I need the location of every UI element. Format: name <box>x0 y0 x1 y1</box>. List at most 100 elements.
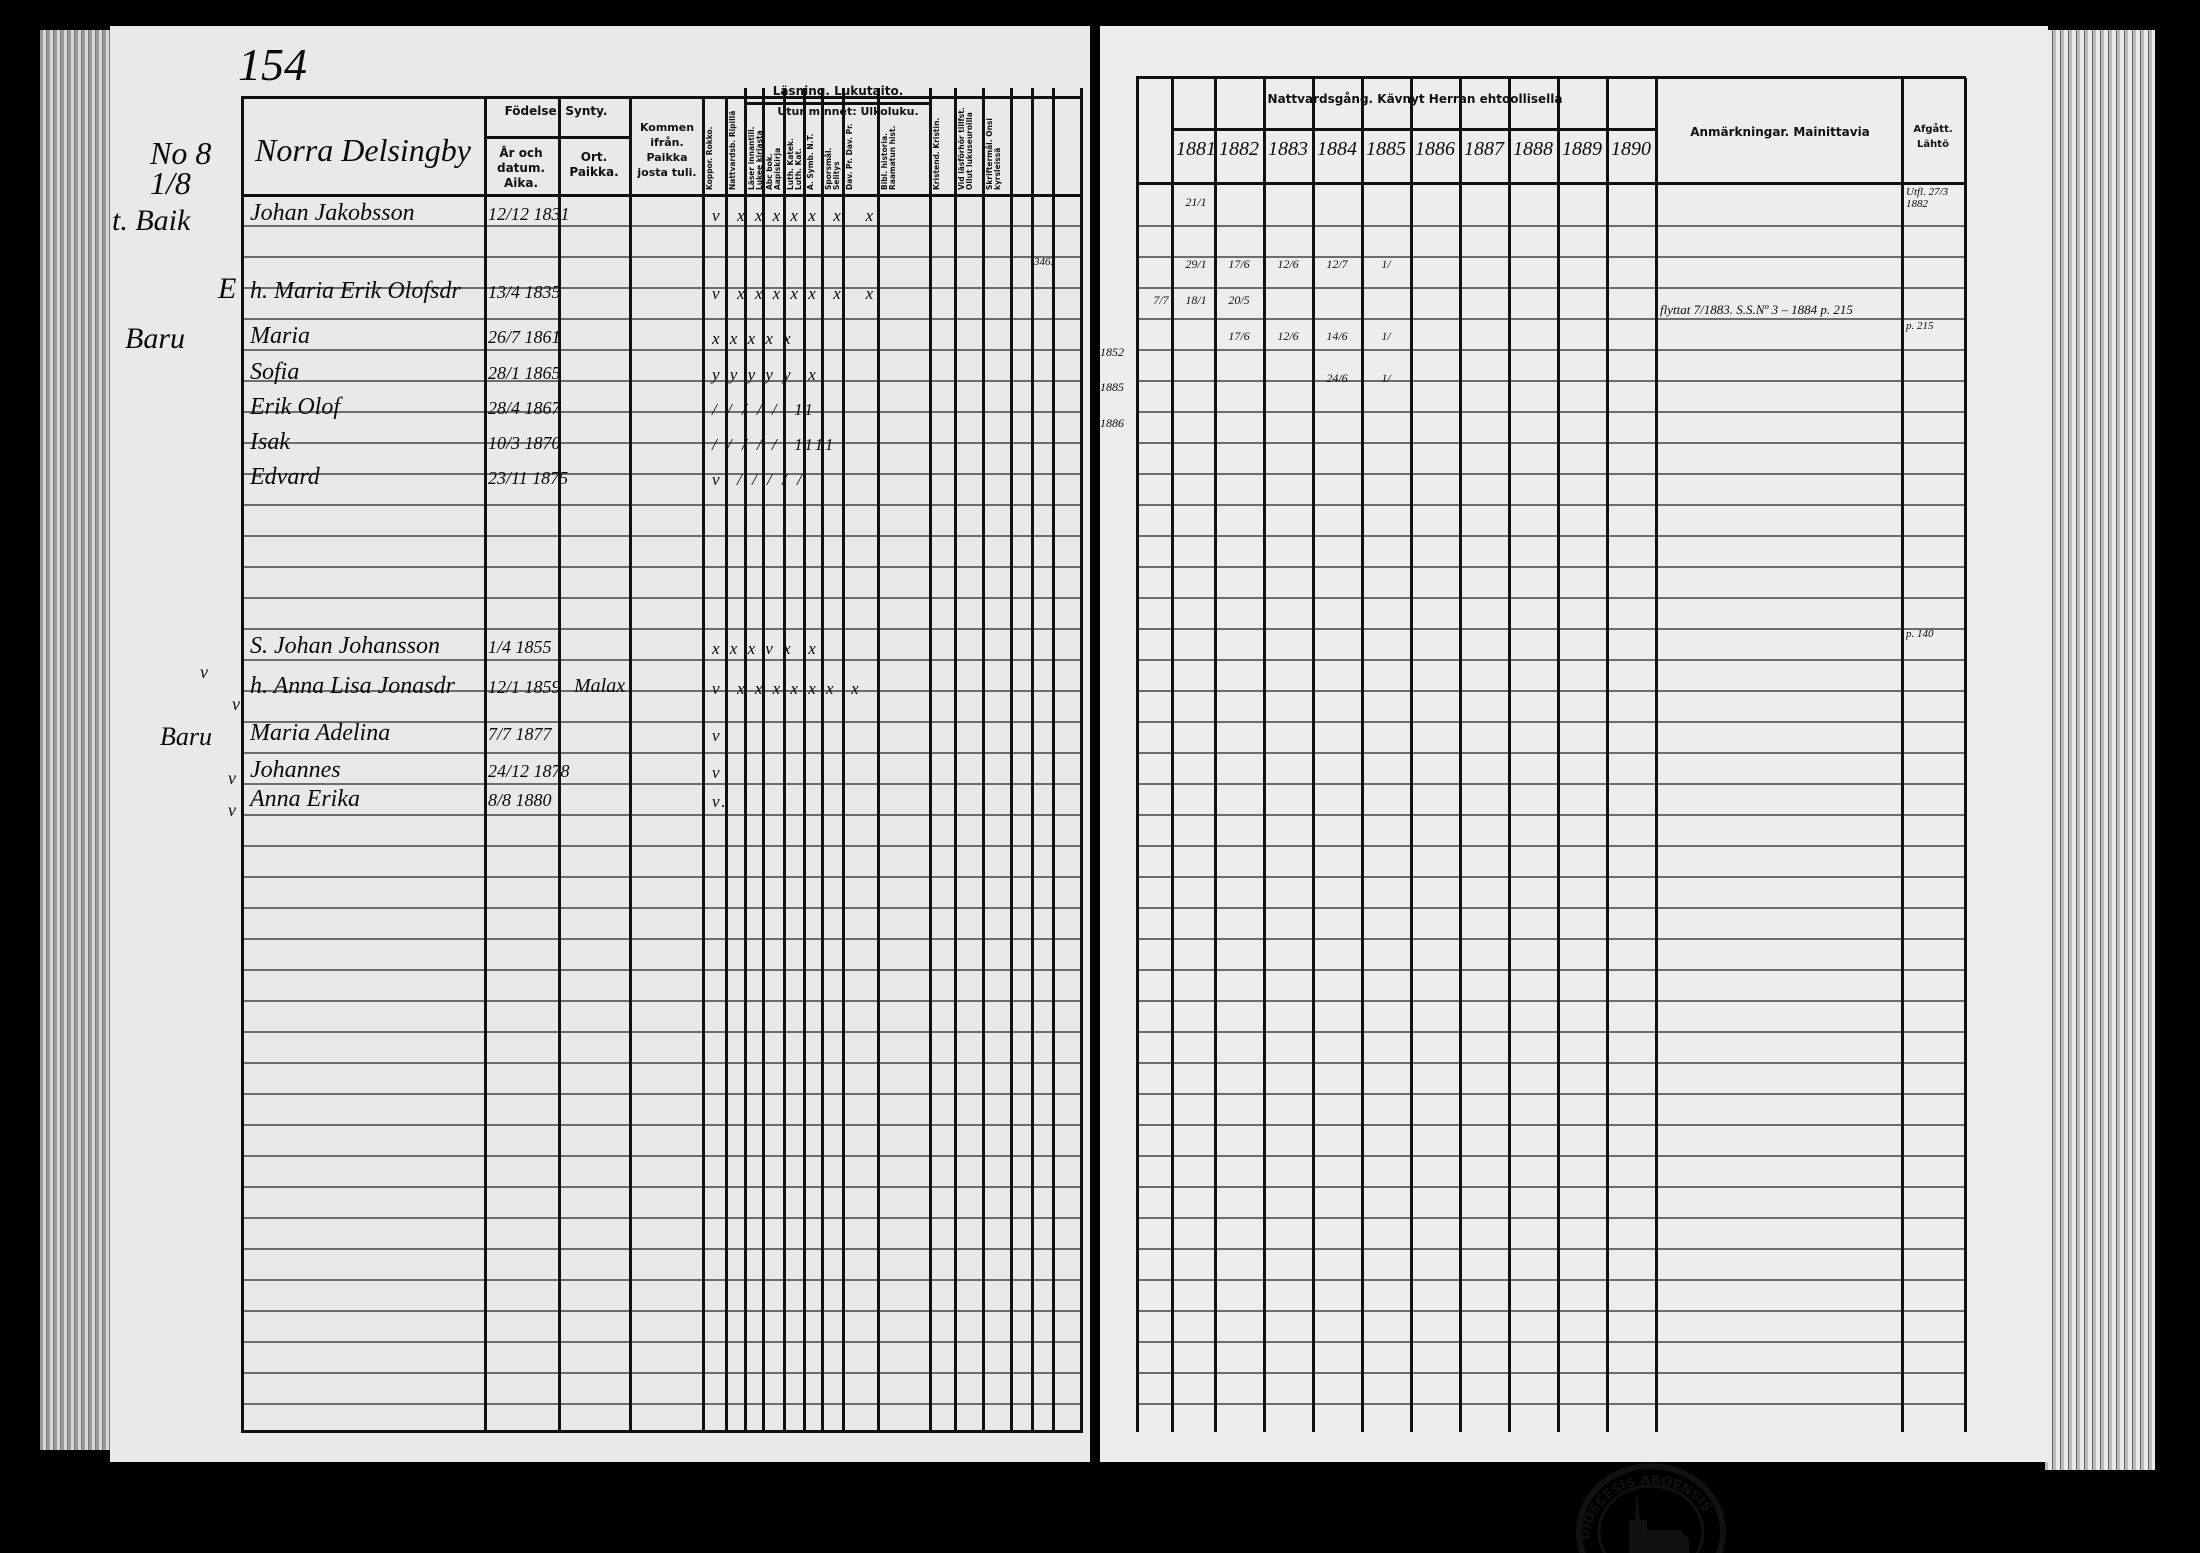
column-line <box>842 88 845 1431</box>
header-reading: Läsning. Lukutaito. <box>772 84 904 98</box>
communion-mark: 29/1 <box>1185 257 1207 271</box>
column-line <box>1410 78 1413 1432</box>
header-divider <box>1136 182 1966 185</box>
header-divider <box>484 136 629 139</box>
page-number: 154 <box>238 39 307 90</box>
vertical-column-header: Läser innantill. Lukee kirjasta <box>747 126 764 191</box>
margin-note: v <box>228 800 236 820</box>
vertical-column-header: Nattvardsb. Ripillä <box>728 110 737 190</box>
birth-date: 7/7 1877 <box>488 724 552 744</box>
vertical-column-header: Koppor. Rokko. <box>705 126 714 190</box>
column-line <box>1655 78 1658 1432</box>
column-line <box>1214 78 1217 1432</box>
column-line <box>629 98 632 1431</box>
birth-date: 8/8 1880 <box>488 790 552 810</box>
year-header: 1887 <box>1464 138 1504 160</box>
remark-text: flyttat 7/1883. S.S.Nº 3 – 1884 p. 215 <box>1660 302 1853 317</box>
birth-date: 26/7 1861 <box>488 327 561 347</box>
vertical-column-header: Luth. Katek. Luth. Kat. <box>786 138 803 190</box>
year-header: 1884 <box>1317 138 1357 160</box>
margin-note: v <box>232 694 240 714</box>
reading-marks: / / / / / 1111 <box>712 435 837 454</box>
year-header: 1883 <box>1268 138 1308 160</box>
vertical-column-header: Kristend. Kristin. <box>932 117 941 190</box>
side-note: 1885 <box>1100 380 1124 394</box>
communion-mark: 12/6 <box>1277 329 1299 343</box>
person-name: Sofia <box>250 359 300 385</box>
year-header: 1882 <box>1219 138 1259 160</box>
column-line <box>1508 78 1511 1432</box>
column-line <box>1901 78 1904 1432</box>
column-line <box>1010 88 1013 1431</box>
vertical-column-header: A. Symb. N.T. <box>806 133 815 190</box>
village-name: Norra Delsingby <box>255 132 471 168</box>
year-header: 1888 <box>1513 138 1553 160</box>
side-note: 1852 <box>1100 345 1124 359</box>
book-edge-left <box>40 30 115 1450</box>
column-line <box>1557 78 1560 1432</box>
column-line <box>702 98 705 1431</box>
birth-date: 28/1 1865 <box>488 363 561 383</box>
communion-mark: 7/7 <box>1153 293 1169 307</box>
column-line <box>725 98 728 1431</box>
communion-mark: 20/5 <box>1228 293 1250 307</box>
person-name: Edvard <box>250 464 320 490</box>
person-name: Maria <box>250 323 310 349</box>
year-header: 1881 <box>1176 138 1216 160</box>
person-name: Anna Erika <box>250 786 360 812</box>
year-header: 1885 <box>1366 138 1406 160</box>
column-line <box>1080 88 1083 1431</box>
birth-date: 13/4 1835 <box>488 282 561 302</box>
header-by-heart: Utur minnet: Ulkoluku. <box>777 105 919 118</box>
remark-page: p. 215 <box>1906 320 1934 332</box>
birth-date: 12/1 1859 <box>488 677 561 697</box>
reading-marks: v. <box>712 792 729 811</box>
header-communion: Nattvardsgång. Kävnyt Herran ehtoollisel… <box>1267 92 1563 106</box>
column-line <box>929 88 932 1431</box>
margin-note: v <box>228 768 236 788</box>
year-header: 1889 <box>1562 138 1602 160</box>
margin-note: Baru <box>125 322 185 355</box>
communion-mark: 17/6 <box>1228 329 1250 343</box>
header-year-date: År och datum. Aika. <box>496 146 546 190</box>
column-line <box>954 88 957 1431</box>
person-name: h. Anna Lisa Jonasdr <box>250 673 455 699</box>
vertical-column-header: Bibl. historia. Raamatun hist. <box>880 125 897 190</box>
diocese-stamp: DIOECESIS ABOENSIS <box>1576 1463 1726 1553</box>
reading-marks: v / / / / / <box>712 470 805 489</box>
column-line <box>1171 78 1174 1432</box>
remark-page: p. 140 <box>1906 628 1934 640</box>
column-line <box>1052 88 1055 1431</box>
header-divider <box>1171 128 1655 131</box>
year-header: 1886 <box>1415 138 1455 160</box>
header-place: Ort. Paikka. <box>569 150 619 179</box>
person-name: Johannes <box>250 757 341 783</box>
column-line <box>783 88 786 1431</box>
person-name: Isak <box>250 429 290 455</box>
communion-mark: 1/ <box>1381 257 1391 271</box>
reading-marks: x x x x x <box>712 329 794 348</box>
header-came-from: Kommen ifrån. Paikka josta tuli. <box>637 121 697 179</box>
column-line <box>1312 78 1315 1432</box>
reading-marks: y y y y y x <box>712 365 819 384</box>
column-line <box>982 88 985 1431</box>
column-line <box>803 88 806 1431</box>
margin-note: v <box>200 662 208 682</box>
header-divider <box>241 194 1083 197</box>
reading-marks: v x x x x x x x <box>712 284 877 303</box>
ruled-lines-right <box>1136 196 1966 1432</box>
reading-marks: v x x x x x x x <box>712 206 877 225</box>
reading-marks: / / / / / 11 <box>712 400 816 419</box>
column-line <box>558 98 561 1431</box>
birth-date: 24/12 1878 <box>488 761 570 781</box>
header-remarks: Anmärkningar. Mainittavia <box>1690 125 1870 139</box>
year-header: 1890 <box>1611 138 1651 160</box>
communion-mark: 1/ <box>1381 371 1391 385</box>
margin-note: E <box>218 272 237 305</box>
person-name: Johan Jakobsson <box>250 200 415 226</box>
table-border <box>1136 76 1966 79</box>
column-line <box>1031 88 1034 1431</box>
departed-value: Utfl. 27/3 1882 <box>1906 186 1949 210</box>
column-line <box>1136 78 1139 1432</box>
column-line <box>762 88 765 1431</box>
